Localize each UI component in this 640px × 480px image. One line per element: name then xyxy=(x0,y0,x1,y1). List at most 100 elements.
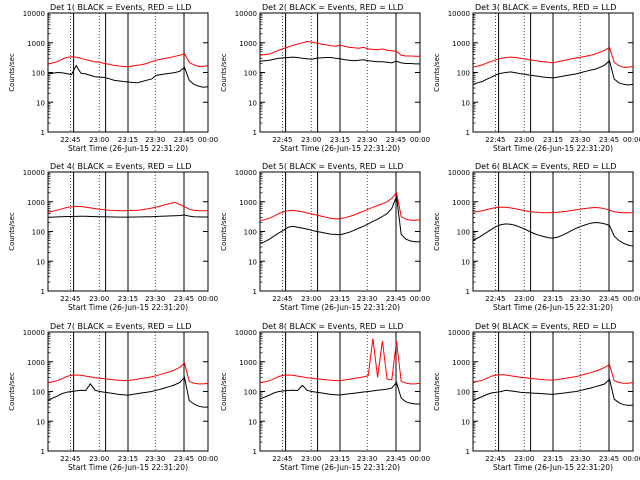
panel-6: Det 6( BLACK = Events, RED = LLD 1 10 100 10… xyxy=(433,162,640,312)
x-tick-label: 00:00 xyxy=(623,455,640,463)
x-tick-label: 23:00 xyxy=(301,455,321,463)
y-tick-label: 10 xyxy=(36,99,45,107)
series-red-lld xyxy=(47,362,209,385)
x-tick-label: 23:15 xyxy=(543,295,563,303)
x-tick-label: 23:30 xyxy=(570,136,590,144)
x-tick-label: 23:15 xyxy=(330,295,350,303)
x-tick-label: 23:45 xyxy=(599,455,619,463)
x-tick-label: 22:45 xyxy=(485,295,505,303)
panel-title: Det 9( BLACK = Events, RED = LLD xyxy=(475,322,616,331)
y-tick-label: 100 xyxy=(244,389,257,397)
x-tick-label: 23:45 xyxy=(174,295,194,303)
panel-5: Det 5( BLACK = Events, RED = LLD 1 10 100 10… xyxy=(220,162,430,312)
y-axis-label: Counts/sec xyxy=(8,53,16,92)
y-tick-label: 10000 xyxy=(23,10,45,18)
y-axis-label: Counts/sec xyxy=(433,212,441,251)
panel-title: Det 6( BLACK = Events, RED = LLD xyxy=(475,162,616,171)
y-tick-label: 10 xyxy=(248,99,257,107)
x-axis-label: Start Time (26-Jun-15 22:31:20) xyxy=(493,144,613,153)
x-tick-label: 23:30 xyxy=(145,136,165,144)
y-tick-label: 1 xyxy=(253,129,257,137)
x-axis-label: Start Time (26-Jun-15 22:31:20) xyxy=(68,144,188,153)
y-tick-label: 10 xyxy=(461,418,470,426)
panel-2: Det 2( BLACK = Events, RED = LLD 1 10 100 10… xyxy=(220,3,430,153)
y-tick-label: 100 xyxy=(32,70,45,78)
x-tick-label: 22:45 xyxy=(60,455,80,463)
y-tick-label: 1000 xyxy=(239,40,257,48)
x-tick-label: 22:45 xyxy=(272,136,292,144)
panel-title: Det 3( BLACK = Events, RED = LLD xyxy=(475,3,616,12)
y-tick-label: 1 xyxy=(41,448,45,456)
x-tick-label: 23:45 xyxy=(599,136,619,144)
x-tick-label: 22:45 xyxy=(60,136,80,144)
y-tick-label: 100 xyxy=(457,229,470,237)
x-tick-label: 23:15 xyxy=(330,136,350,144)
y-tick-label: 10000 xyxy=(235,10,257,18)
series-black-events xyxy=(47,214,208,218)
x-tick-label: 22:45 xyxy=(272,295,292,303)
panel-title: Det 7( BLACK = Events, RED = LLD xyxy=(50,322,191,331)
y-tick-label: 1000 xyxy=(452,359,470,367)
y-axis-label: Counts/sec xyxy=(220,372,228,411)
y-axis-label: Counts/sec xyxy=(433,53,441,92)
x-tick-label: 23:00 xyxy=(514,295,534,303)
y-axis-label: Counts/sec xyxy=(8,372,16,411)
x-axis-label: Start Time (26-Jun-15 22:31:20) xyxy=(68,303,188,312)
y-tick-label: 1 xyxy=(41,288,45,296)
x-tick-label: 23:45 xyxy=(386,136,406,144)
x-tick-label: 23:45 xyxy=(174,136,194,144)
y-tick-label: 10000 xyxy=(448,329,470,337)
y-tick-label: 1 xyxy=(253,288,257,296)
x-tick-label: 00:00 xyxy=(198,455,218,463)
x-tick-label: 23:30 xyxy=(570,455,590,463)
x-tick-label: 23:30 xyxy=(145,455,165,463)
x-tick-label: 23:30 xyxy=(357,136,377,144)
y-tick-label: 1000 xyxy=(27,199,45,207)
y-tick-label: 10 xyxy=(248,258,257,266)
x-tick-label: 00:00 xyxy=(410,455,430,463)
y-tick-label: 100 xyxy=(457,389,470,397)
x-tick-label: 23:45 xyxy=(386,455,406,463)
x-tick-label: 23:30 xyxy=(570,295,590,303)
x-tick-label: 23:15 xyxy=(330,455,350,463)
series-red-lld xyxy=(259,191,421,222)
x-tick-label: 23:30 xyxy=(145,295,165,303)
y-axis-label: Counts/sec xyxy=(220,212,228,251)
x-axis-label: Start Time (26-Jun-15 22:31:20) xyxy=(280,303,400,312)
y-tick-label: 10000 xyxy=(235,169,257,177)
y-tick-label: 100 xyxy=(32,229,45,237)
x-tick-label: 23:30 xyxy=(357,295,377,303)
series-red-lld xyxy=(472,206,633,214)
series-black-events xyxy=(259,381,420,405)
y-tick-label: 100 xyxy=(244,70,257,78)
x-tick-label: 00:00 xyxy=(198,136,218,144)
y-tick-label: 100 xyxy=(457,70,470,78)
x-tick-label: 23:15 xyxy=(543,136,563,144)
y-tick-label: 10000 xyxy=(23,329,45,337)
y-tick-label: 10000 xyxy=(448,10,470,18)
y-tick-label: 10000 xyxy=(235,329,257,337)
series-black-events xyxy=(47,376,208,408)
panel-title: Det 2( BLACK = Events, RED = LLD xyxy=(262,3,403,12)
x-tick-label: 23:00 xyxy=(89,455,109,463)
y-tick-label: 10000 xyxy=(23,169,45,177)
x-tick-label: 23:45 xyxy=(174,455,194,463)
x-axis-label: Start Time (26-Jun-15 22:31:20) xyxy=(68,463,188,472)
x-axis-label: Start Time (26-Jun-15 22:31:20) xyxy=(280,463,400,472)
panel-7: Det 7( BLACK = Events, RED = LLD 1 10 100 10… xyxy=(8,322,218,472)
panel-1: Det 1( BLACK = Events, RED = LLD 1 10 100 10… xyxy=(8,3,218,153)
y-axis-label: Counts/sec xyxy=(433,372,441,411)
panel-title: Det 8( BLACK = Events, RED = LLD xyxy=(262,322,403,331)
x-tick-label: 23:00 xyxy=(89,136,109,144)
x-tick-label: 23:15 xyxy=(118,455,138,463)
x-tick-label: 22:45 xyxy=(485,136,505,144)
y-tick-label: 10 xyxy=(461,258,470,266)
y-tick-label: 10 xyxy=(461,99,470,107)
y-tick-label: 100 xyxy=(32,389,45,397)
y-tick-label: 1 xyxy=(466,129,470,137)
x-axis-label: Start Time (26-Jun-15 22:31:20) xyxy=(493,303,613,312)
x-axis-label: Start Time (26-Jun-15 22:31:20) xyxy=(493,463,613,472)
panel-3: Det 3( BLACK = Events, RED = LLD 1 10 100 10… xyxy=(433,3,640,153)
